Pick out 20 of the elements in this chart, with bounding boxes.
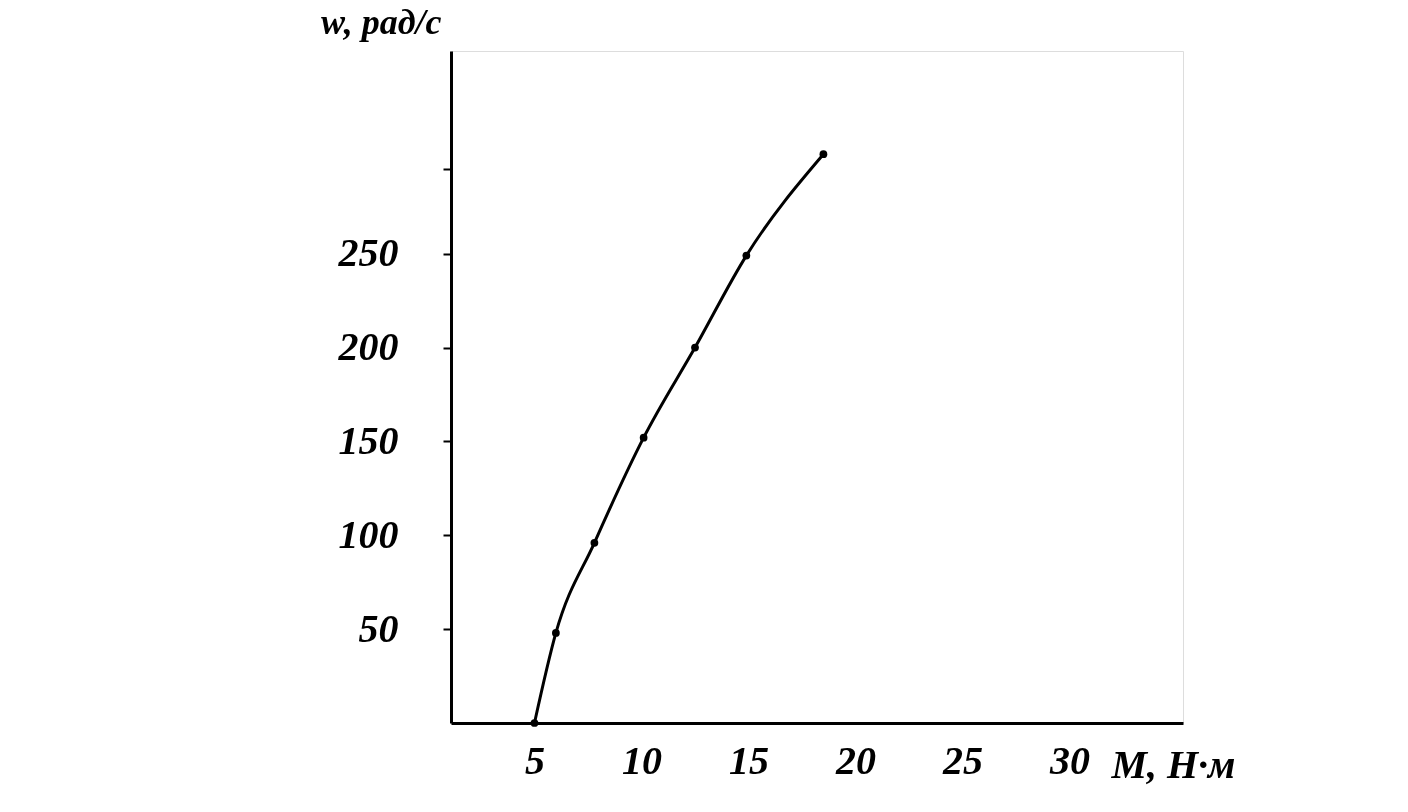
- point: [691, 343, 699, 352]
- x-tick-label: 15: [729, 737, 770, 783]
- point: [590, 538, 599, 547]
- point: [552, 629, 560, 637]
- y-tick-label: 100: [338, 511, 399, 557]
- point: [639, 433, 648, 442]
- x-axis-title: M, Н·м: [1110, 741, 1236, 787]
- y-tick-label: 250: [337, 230, 399, 276]
- x-tick-label: 20: [835, 737, 877, 783]
- y-tick-label: 200: [337, 324, 399, 370]
- y-axis-title: w, рад/с: [320, 1, 442, 42]
- x-tick-label: 10: [621, 737, 662, 783]
- point: [819, 150, 828, 159]
- point: [530, 719, 539, 727]
- y-tick-label: 50: [358, 605, 399, 651]
- x-tick-label: 30: [1049, 737, 1091, 783]
- x-tick-label: 5: [524, 737, 545, 783]
- x-tick-label: 25: [942, 737, 984, 783]
- y-tick-label: 150: [338, 417, 399, 463]
- point: [742, 251, 751, 260]
